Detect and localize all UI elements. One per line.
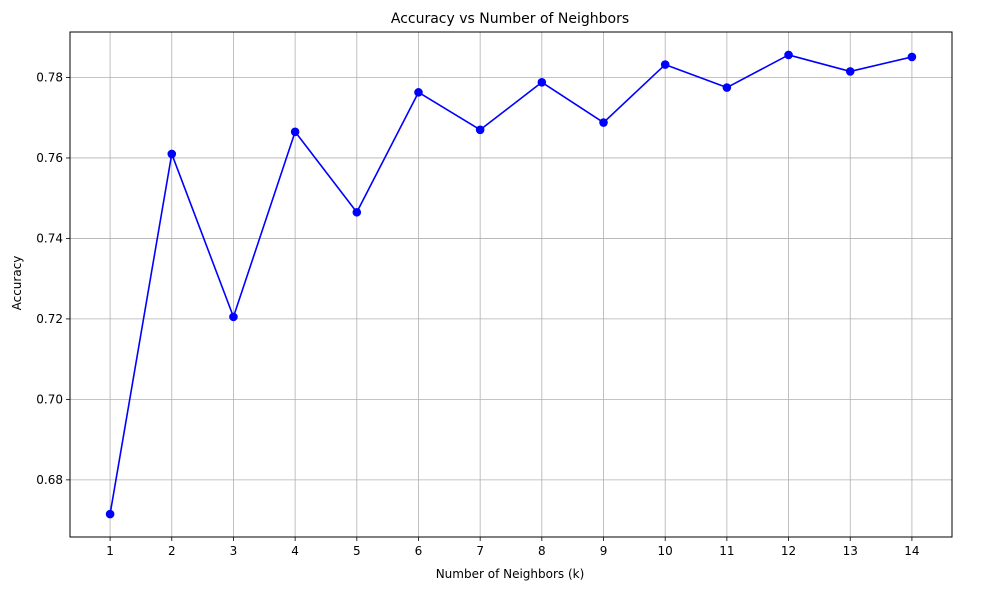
data-point xyxy=(290,127,300,137)
y-axis-label: Accuracy xyxy=(10,256,24,311)
y-tick-label: 0.76 xyxy=(36,151,63,165)
data-point xyxy=(784,50,793,60)
data-point xyxy=(475,125,485,135)
x-tick-label: 2 xyxy=(168,544,176,558)
y-tick-label: 0.74 xyxy=(36,231,63,245)
x-tick-label: 13 xyxy=(843,544,858,558)
x-tick-label: 14 xyxy=(904,544,919,558)
plot-frame xyxy=(69,31,953,538)
y-tick-label: 0.78 xyxy=(36,70,63,84)
y-tick-label: 0.72 xyxy=(36,312,63,326)
x-tick-label: 11 xyxy=(719,544,734,558)
grid xyxy=(70,32,952,537)
data-point xyxy=(907,52,917,62)
data-point xyxy=(105,509,115,519)
series-line xyxy=(109,54,913,515)
chart-title: Accuracy vs Number of Neighbors xyxy=(391,11,629,27)
y-tick-label: 0.70 xyxy=(36,392,63,406)
x-tick-label: 12 xyxy=(781,544,796,558)
ticks: 1 2 3 4 5 6 7 8 9 10 11 12 13 140.680.700.720.740.760… xyxy=(36,70,919,558)
y-tick-label: 0.68 xyxy=(36,473,63,487)
data-point xyxy=(722,83,732,92)
x-tick-label: 9 xyxy=(600,544,608,558)
x-tick-label: 5 xyxy=(353,544,361,558)
x-tick-label: 4 xyxy=(291,544,299,558)
x-tick-label: 6 xyxy=(415,544,423,558)
x-tick-label: 3 xyxy=(230,544,238,558)
x-tick-label: 7 xyxy=(476,544,484,558)
data-point xyxy=(414,88,423,97)
data-point xyxy=(599,118,608,127)
x-tick-label: 1 xyxy=(106,544,114,558)
data-point xyxy=(845,67,855,76)
data-point xyxy=(537,77,547,87)
data-point xyxy=(229,312,238,322)
x-tick-label: 10 xyxy=(658,544,673,558)
x-tick-label: 8 xyxy=(538,544,546,558)
x-axis-label: Number of Neighbors (k) xyxy=(436,567,585,581)
data-point xyxy=(352,207,362,217)
series-layer xyxy=(105,50,917,519)
data-point xyxy=(167,149,177,159)
data-point xyxy=(660,60,670,69)
